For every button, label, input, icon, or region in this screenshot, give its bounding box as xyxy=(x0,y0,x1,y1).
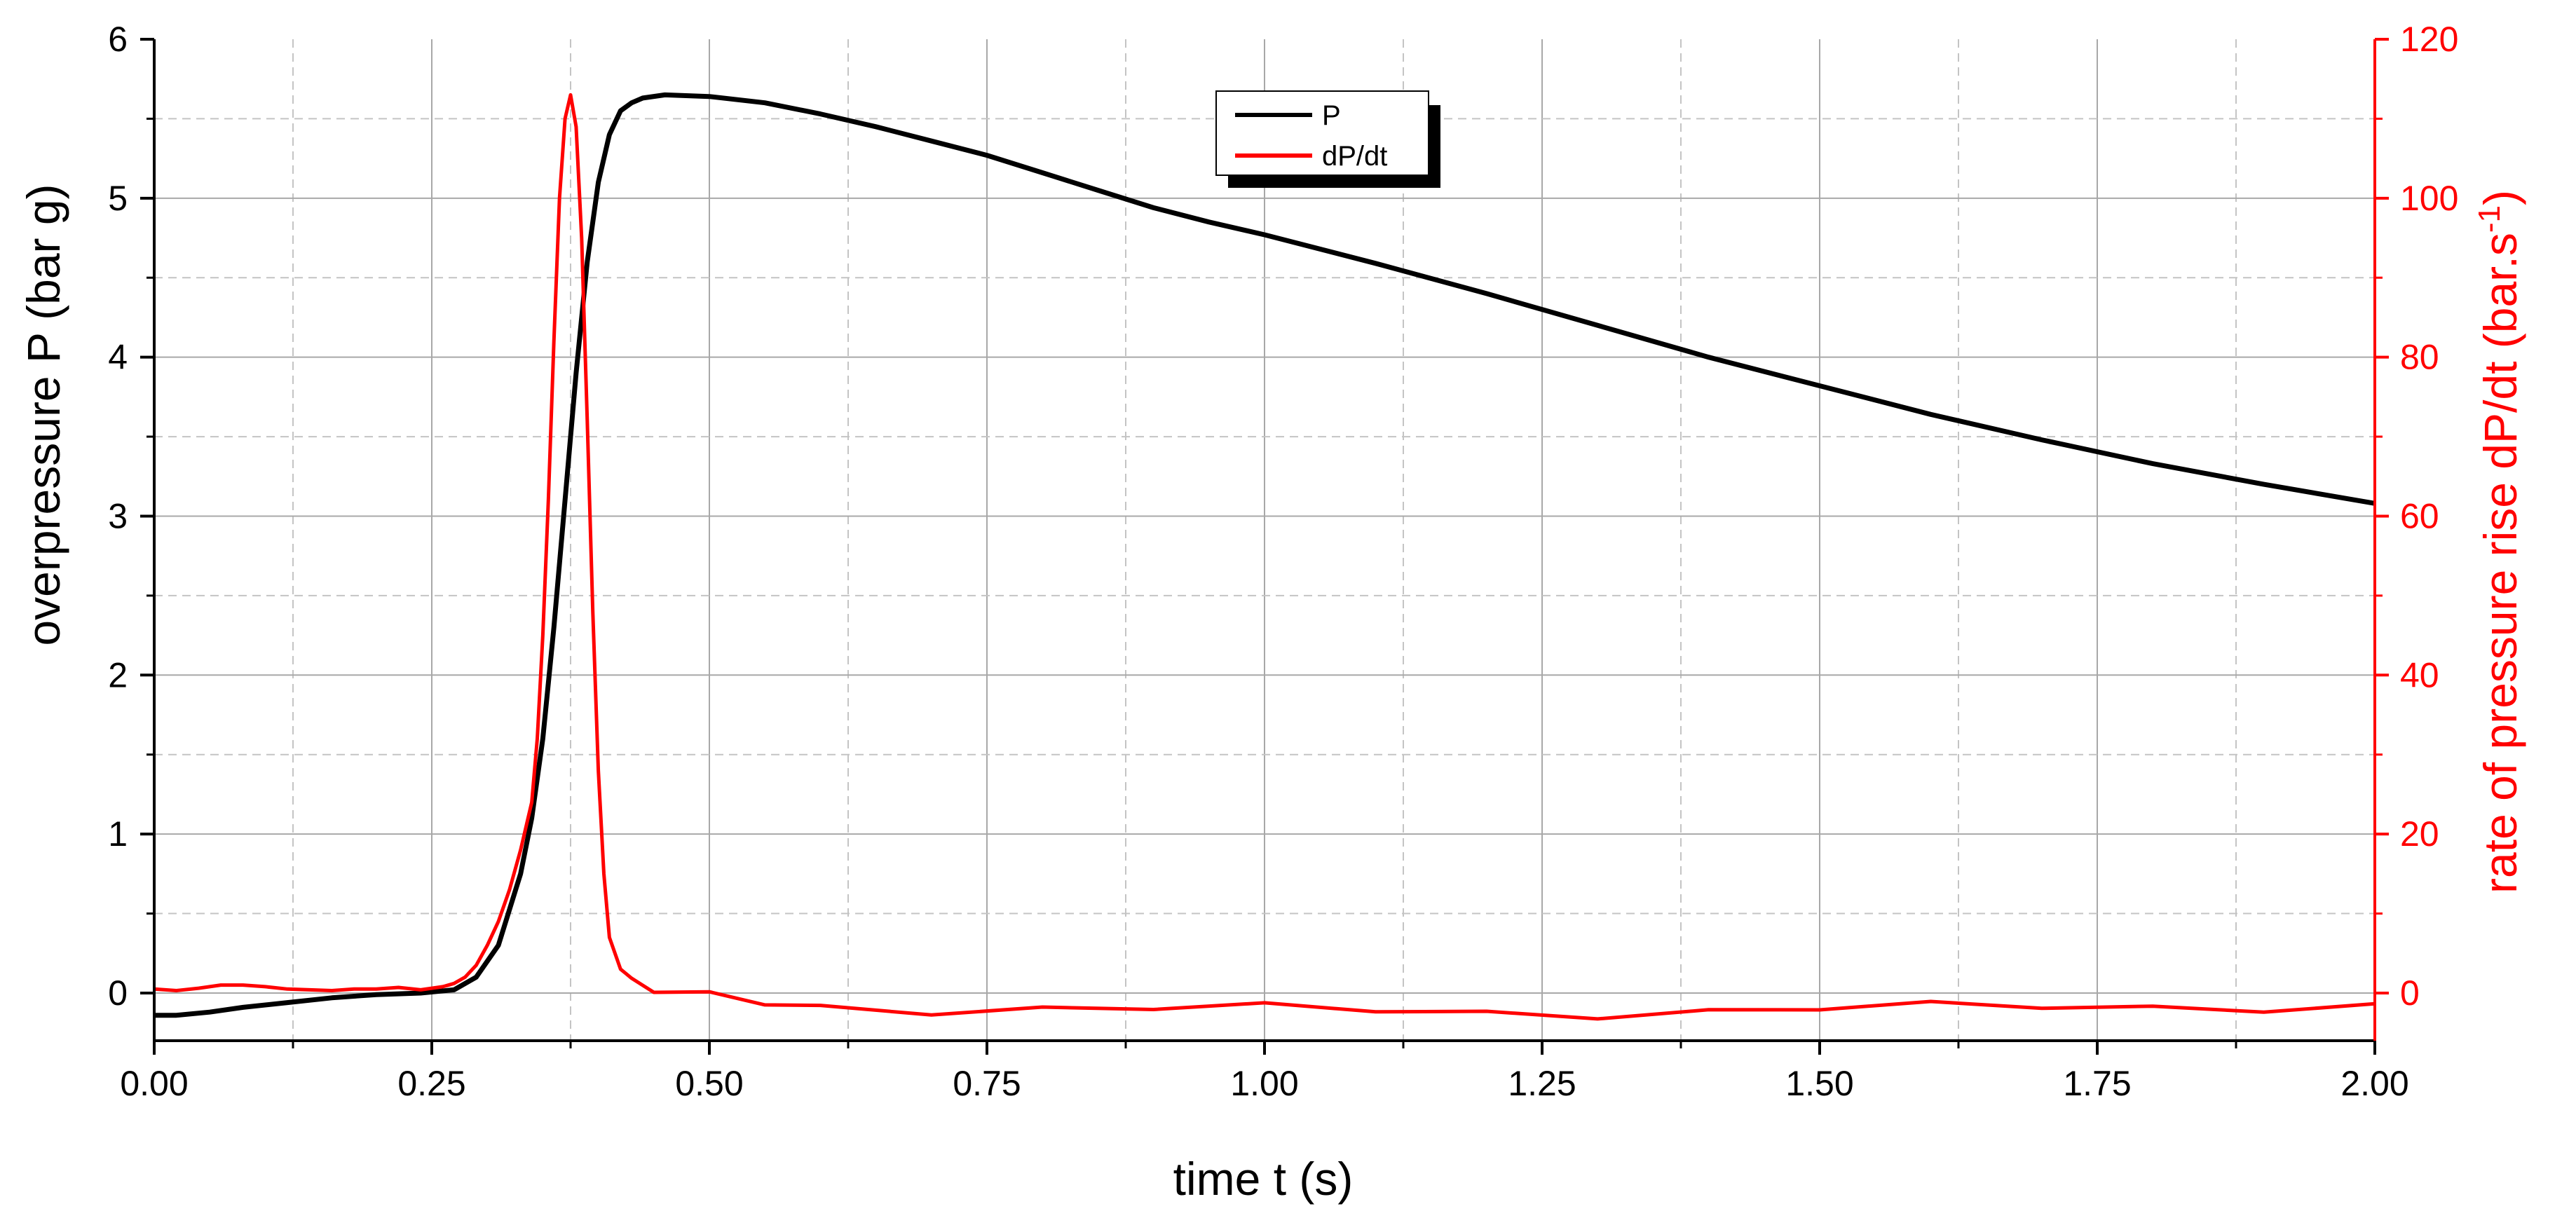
x-tick-label: 0.25 xyxy=(397,1064,465,1103)
series-layer xyxy=(154,92,2376,1021)
x-tick-label: 1.50 xyxy=(1785,1064,1853,1103)
y-left-tick-label: 5 xyxy=(108,179,128,218)
legend-box xyxy=(1215,90,1429,176)
x-tick-label: 0.50 xyxy=(675,1064,743,1103)
x-tick-label: 1.00 xyxy=(1230,1064,1298,1103)
y-right-axis-title-main: rate of pressure rise dP/dt (bar.s xyxy=(2474,233,2526,894)
grid xyxy=(154,39,2375,1041)
y-right-tick-label: 0 xyxy=(2400,973,2420,1013)
x-tick-label: 2.00 xyxy=(2340,1064,2408,1103)
x-tick-label: 0.00 xyxy=(120,1064,188,1103)
series-line-dpdt xyxy=(154,93,2376,1021)
axes: 0.00 0.25 0.50 0.75 1.00 1.25 1.50 1.75 2.00 0 1 2 3… xyxy=(108,20,2458,1103)
y-left-tick-label: 2 xyxy=(108,655,128,695)
y-right-tick-label: 60 xyxy=(2400,496,2439,535)
y-left-axis-title: overpressure P (bar g) xyxy=(18,184,69,645)
y-left-tick-label: 1 xyxy=(108,814,128,854)
y-right-tick-label: 40 xyxy=(2400,655,2439,695)
x-tick-label: 1.25 xyxy=(1508,1064,1576,1103)
legend-label-dpdt: dP/dt xyxy=(1322,141,1387,172)
y-left-tick-label: 4 xyxy=(108,338,128,377)
y-right-tick-label: 120 xyxy=(2400,20,2458,59)
y-right-axis-title-superscript: -1 xyxy=(2472,205,2507,233)
series-line-p xyxy=(154,92,2376,1018)
x-tick-label: 1.75 xyxy=(2063,1064,2131,1103)
y-right-axis-title-end: ) xyxy=(2474,190,2526,205)
y-left-tick-label: 6 xyxy=(108,20,128,59)
legend: P dP/dt xyxy=(1215,90,1440,188)
y-right-tick-label: 80 xyxy=(2400,338,2439,377)
x-tick-label: 0.75 xyxy=(953,1064,1021,1103)
y-left-tick-label: 3 xyxy=(108,496,128,535)
y-right-tick-label: 20 xyxy=(2400,814,2439,854)
legend-label-p: P xyxy=(1322,100,1341,131)
y-left-tick-label: 0 xyxy=(108,973,128,1013)
y-right-tick-label: 100 xyxy=(2400,179,2458,218)
y-right-axis-title: rate of pressure rise dP/dt (bar.s-1) xyxy=(2472,190,2527,894)
x-axis-title: time t (s) xyxy=(1173,1153,1354,1205)
